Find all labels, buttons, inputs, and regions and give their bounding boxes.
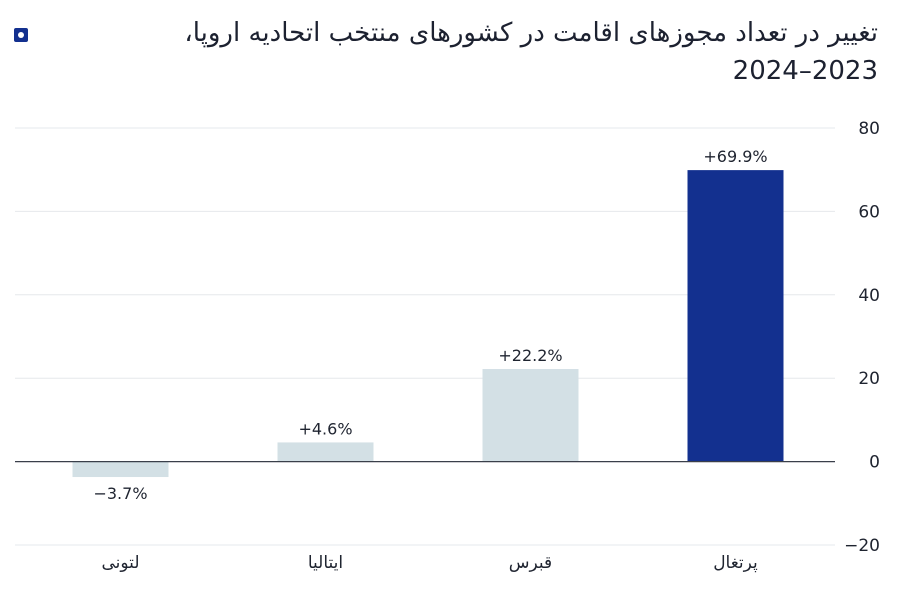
brand-logo-icon: [14, 28, 28, 42]
y-tick-label: 80: [858, 119, 880, 139]
bar: [72, 461, 169, 478]
chart-title: تغییر در تعداد مجوزهای اقامت در کشورهای …: [184, 18, 878, 86]
bar: [687, 170, 784, 462]
data-label: −3.7%: [93, 484, 147, 503]
data-label: +69.9%: [703, 147, 767, 166]
x-tick-label: قبرس: [509, 553, 552, 573]
x-tick-label: پرتغال: [713, 553, 758, 573]
y-tick-label: 0: [869, 453, 880, 473]
y-tick-label: 40: [858, 286, 880, 306]
y-tick-label: 20: [858, 369, 880, 389]
data-label: +22.2%: [498, 346, 562, 365]
bar: [277, 442, 374, 462]
x-tick-label: لتونی: [102, 553, 140, 573]
bar: [482, 369, 579, 462]
data-label: +4.6%: [298, 419, 352, 438]
y-tick-label: −20: [844, 536, 880, 556]
y-tick-label: 60: [858, 202, 880, 222]
x-tick-label: ایتالیا: [308, 553, 343, 573]
